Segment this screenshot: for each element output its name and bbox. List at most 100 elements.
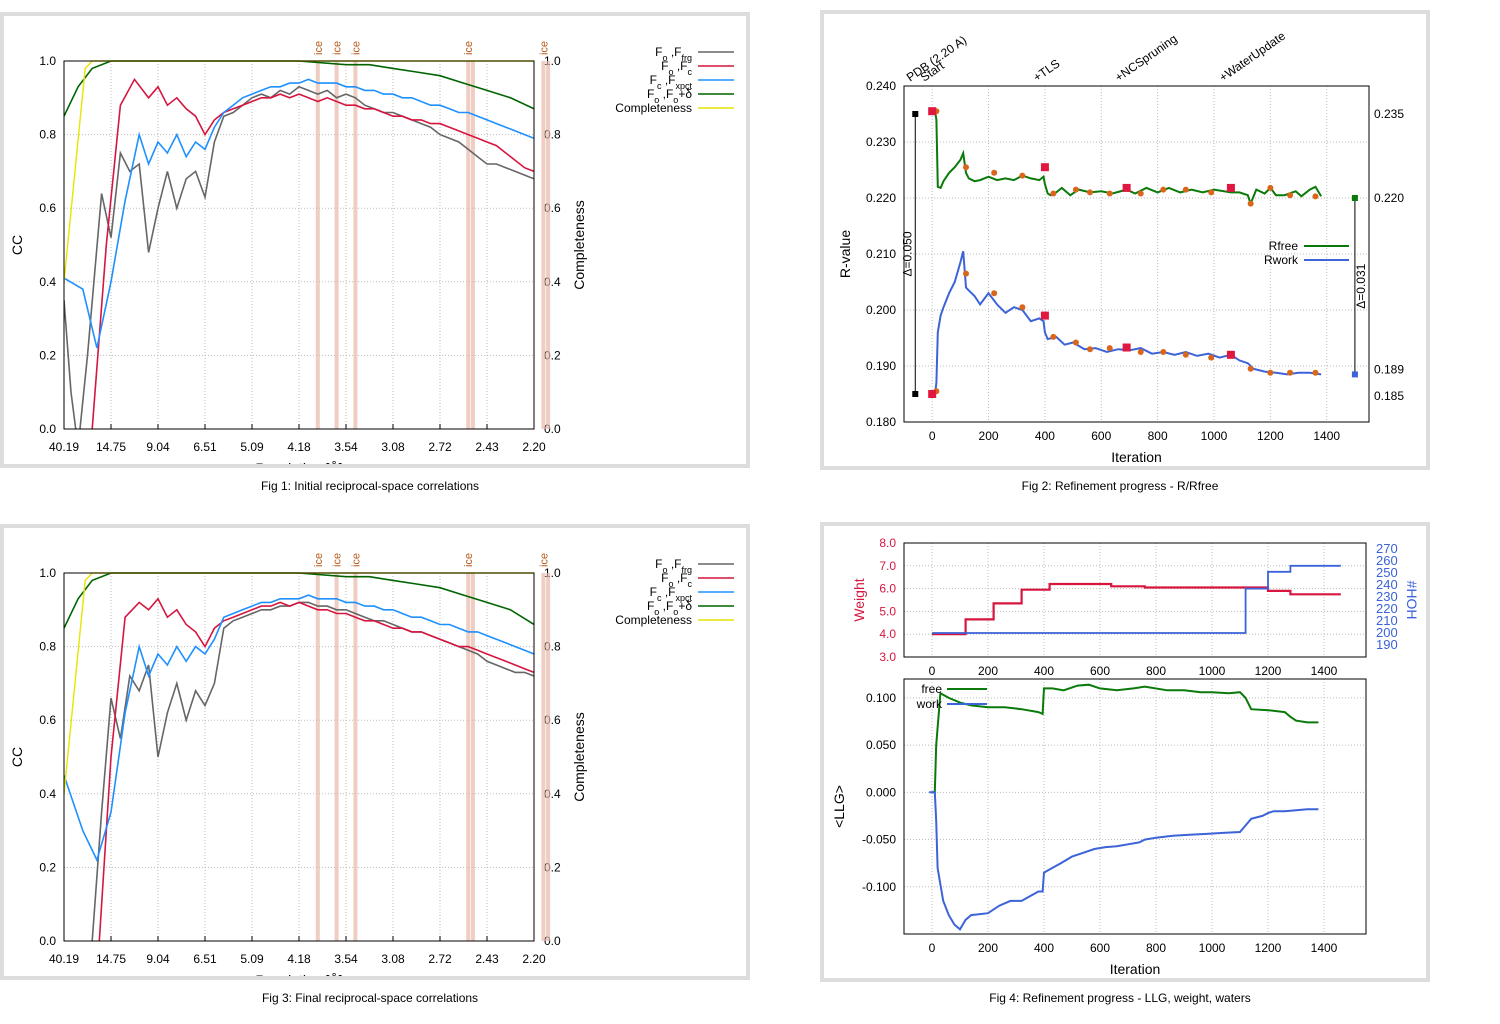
- stage-marker: [1122, 183, 1131, 192]
- plot-frame: [903, 678, 1367, 935]
- series-line-rfree: [932, 110, 1322, 207]
- legend-label-fo_fodelta: Fo ,Fo+δ: [647, 599, 692, 617]
- y-tick-label: 1.0: [39, 54, 56, 68]
- x-tick-label: 800: [1146, 941, 1166, 955]
- ice-ring-band: [315, 61, 320, 429]
- stage-marker: [928, 390, 937, 398]
- figure-1-panel: 40.19 14.75 9.04 6.51 5.09 4.18 3.54 3.08 2.72 2.…: [0, 12, 750, 468]
- y-tick-label: 0.2: [39, 860, 56, 874]
- figure-3-caption: Fig 3: Final reciprocal-space correlatio…: [261, 991, 479, 1005]
- y-axis-label: CC: [9, 747, 25, 767]
- ice-ring-band: [546, 573, 551, 941]
- legend-label-rfree: Rfree: [1269, 239, 1299, 253]
- iteration-marker: [1182, 186, 1189, 193]
- y-axis-label: R-value: [837, 230, 853, 278]
- series-line-fc_fxpct: [64, 594, 534, 863]
- legend-label-completeness: Completeness: [615, 613, 692, 627]
- waters-tick-label: 230: [1376, 589, 1398, 604]
- x-tick-label: 400: [1035, 429, 1055, 443]
- x-axis-label: Resolution [Å]: [255, 460, 342, 464]
- stage-marker: [1226, 350, 1235, 359]
- top-x-tick-label: 1400: [1311, 664, 1338, 678]
- weight-tick-label: 3.0: [879, 650, 896, 664]
- x-tick-label: 6.51: [193, 952, 217, 966]
- y-tick-label: 0.6: [39, 201, 56, 215]
- x-tick-label: 1400: [1313, 429, 1340, 443]
- y-tick-label: 0.0: [39, 422, 56, 436]
- legend-label-completeness: Completeness: [615, 101, 692, 115]
- weight-tick-label: 8.0: [879, 536, 896, 550]
- iteration-marker: [1087, 346, 1093, 353]
- x-tick-label: 1200: [1255, 941, 1282, 955]
- x-tick-label: 2.43: [475, 952, 499, 966]
- y-tick-label: -0.100: [862, 880, 896, 894]
- x-tick-label: 14.75: [96, 440, 126, 454]
- ice-ring-label: ice: [332, 41, 344, 55]
- x-tick-label: 3.08: [381, 952, 405, 966]
- x-tick-label: 2.20: [522, 440, 546, 454]
- ice-ring-band: [466, 61, 471, 429]
- ice-ring-band: [315, 573, 320, 941]
- series-group: [64, 572, 534, 941]
- x-tick-label: 40.19: [49, 952, 79, 966]
- waters-tick-label: 240: [1376, 577, 1398, 592]
- y-tick-label: 1.0: [39, 566, 56, 580]
- x-tick-label: 2.72: [428, 952, 452, 966]
- y-tick-label: 0.200: [866, 303, 896, 317]
- x-tick-label: 400: [1034, 941, 1054, 955]
- legend-label-rwork: work: [916, 697, 943, 711]
- x-tick-label: 4.18: [287, 440, 311, 454]
- y-tick-label: 0.6: [39, 713, 56, 727]
- right-value-label: 0.185: [1374, 389, 1404, 403]
- legend-label-fo_ffrg: Fo ,Ffrg: [655, 45, 692, 63]
- weight-tick-label: 4.0: [879, 627, 896, 641]
- ice-ring-band: [334, 61, 339, 429]
- iteration-marker: [1087, 189, 1093, 196]
- iteration-marker: [1287, 369, 1294, 376]
- delta-right-label: Δ=0.031: [1354, 263, 1368, 308]
- iteration-marker: [1267, 184, 1274, 191]
- iteration-marker: [1287, 192, 1294, 199]
- iteration-marker: [963, 270, 969, 277]
- stage-annotation: +WaterUpdate: [1217, 28, 1289, 84]
- stage-marker: [928, 107, 937, 116]
- y-tick-label: 0.190: [866, 359, 896, 373]
- cc-final-chart: 40.19 14.75 9.04 6.51 5.09 4.18 3.54 3.08 2.72 2.…: [9, 553, 734, 976]
- x-tick-label: 3.54: [334, 952, 358, 966]
- x-tick-label: 2.20: [522, 952, 546, 966]
- ice-ring-band: [466, 573, 471, 941]
- cc-initial-chart: 40.19 14.75 9.04 6.51 5.09 4.18 3.54 3.08 2.72 2.…: [9, 41, 734, 464]
- r-rfree-chart: 0 200 400 600 800 1000 1200 1400 0.180 0.190 0.200…: [837, 28, 1404, 465]
- top-x-tick-label: 1200: [1255, 664, 1282, 678]
- y-tick-label: 0.240: [866, 79, 896, 93]
- x-tick-label: 14.75: [96, 952, 126, 966]
- waters-axis-label: #HOH: [1404, 581, 1420, 620]
- ice-ring-label: ice: [313, 553, 325, 567]
- waters-tick-label: 220: [1376, 601, 1398, 616]
- top-x-tick-label: 200: [978, 664, 998, 678]
- weight-axis-label: Weight: [851, 578, 867, 621]
- x-axis-label: Iteration: [1110, 961, 1161, 977]
- weight-tick-label: 7.0: [879, 559, 896, 573]
- iteration-marker: [1019, 172, 1026, 179]
- iteration-marker: [991, 290, 998, 297]
- series-line-fo_ffrg: [64, 85, 534, 429]
- x-tick-label: 200: [979, 429, 999, 443]
- waters-tick-label: 270: [1376, 541, 1398, 556]
- x-tick-label: 1000: [1199, 941, 1226, 955]
- top-x-tick-label: 1000: [1199, 664, 1226, 678]
- x-tick-label: 5.09: [240, 952, 264, 966]
- x-tick-label: 0: [929, 941, 936, 955]
- x-tick-label: 3.54: [334, 440, 358, 454]
- top-plot-frame: [903, 542, 1367, 658]
- series-line-fc_fxpct: [64, 78, 534, 349]
- final-rwork-marker: [1351, 371, 1358, 378]
- ice-ring-label: ice: [350, 41, 362, 55]
- x-tick-label: 800: [1148, 429, 1168, 443]
- legend-label-fo_fc: Fo ,Fc: [661, 59, 692, 77]
- y-tick-label: -0.050: [862, 833, 896, 847]
- x-tick-label: 200: [978, 941, 998, 955]
- legend-label-fc_fxpct: Fc ,Fxpct: [650, 585, 693, 603]
- iteration-marker: [1050, 333, 1057, 340]
- legend-label-fo_ffrg: Fo ,Ffrg: [655, 557, 692, 575]
